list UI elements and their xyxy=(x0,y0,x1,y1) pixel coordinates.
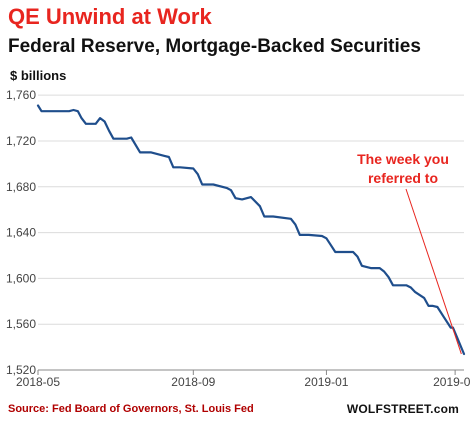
y-tick-label: 1,720 xyxy=(6,134,36,148)
x-tick-label: 2018-05 xyxy=(16,375,60,389)
y-axis-ticks: 1,520 1,560 1,600 1,640 1,680 1,720 1,760 xyxy=(6,88,36,377)
y-axis-unit-label: $ billions xyxy=(10,68,67,83)
y-tick-label: 1,640 xyxy=(6,226,36,240)
series-line xyxy=(36,104,466,356)
x-tick-label: 2019-01 xyxy=(304,375,348,389)
y-tick-label: 1,520 xyxy=(6,363,36,377)
chart-title: QE Unwind at Work xyxy=(8,4,212,29)
annotation-text: referred to xyxy=(368,170,438,186)
annotation-text: The week you xyxy=(357,151,449,167)
y-tick-label: 1,560 xyxy=(6,317,36,331)
x-axis-ticks: 2018-05 2018-09 2019-01 2019-05 xyxy=(16,370,471,389)
x-tick-label: 2018-09 xyxy=(171,375,215,389)
annotation-pointer-line xyxy=(405,188,462,355)
brand-watermark: WOLFSTREET.com xyxy=(346,402,459,416)
y-tick-label: 1,760 xyxy=(6,88,36,102)
annotations: The week you referred to xyxy=(357,151,462,355)
x-tick-label: 2019-05 xyxy=(433,375,471,389)
chart-canvas: 1,520 1,560 1,600 1,640 1,680 1,720 1,760 2018… xyxy=(6,88,471,389)
data-series xyxy=(36,104,466,356)
chart-subtitle: Federal Reserve, Mortgage-Backed Securit… xyxy=(8,36,421,57)
grid-lines xyxy=(38,94,464,325)
y-tick-label: 1,680 xyxy=(6,180,36,194)
source-note: Source: Fed Board of Governors, St. Loui… xyxy=(8,403,254,415)
y-tick-label: 1,600 xyxy=(6,271,36,285)
